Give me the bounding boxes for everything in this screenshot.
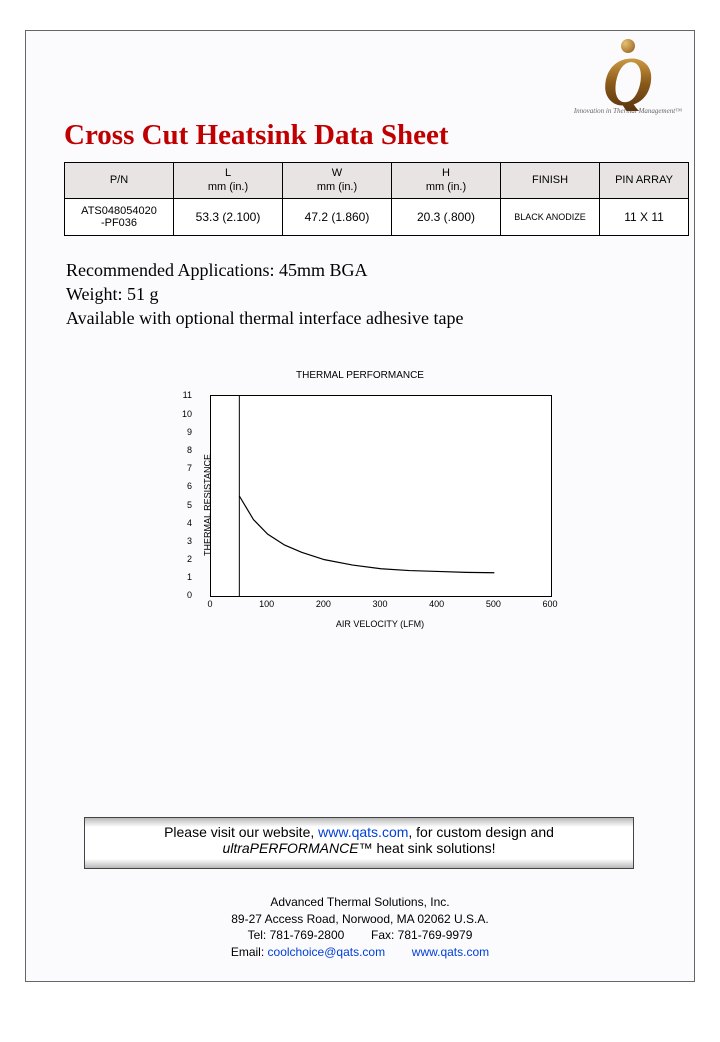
datasheet-page: Q Innovation in Thermal Management™ Cros… <box>25 30 695 982</box>
cell-L: 53.3 (2.100) <box>174 198 283 235</box>
footer: Advanced Thermal Solutions, Inc. 89-27 A… <box>26 894 694 961</box>
promo-text: heat sink solutions! <box>376 840 495 856</box>
cell-H: 20.3 (.800) <box>392 198 501 235</box>
chart-x-label: AIR VELOCITY (LFM) <box>210 619 550 629</box>
cell-pn: ATS048054020-PF036 <box>65 198 174 235</box>
cell-W: 47.2 (1.860) <box>283 198 392 235</box>
tape-line: Available with optional thermal interfac… <box>66 306 694 330</box>
header-L: Lmm (in.) <box>174 163 283 199</box>
promo-text: , for custom design and <box>408 824 554 840</box>
chart-plot-area <box>210 395 552 597</box>
company-logo: Q Innovation in Thermal Management™ <box>574 39 682 115</box>
promo-link[interactable]: www.qats.com <box>318 824 408 840</box>
thermal-chart: THERMAL PERFORMANCE THERMAL RESISTANCESU… <box>150 370 570 629</box>
chart-title: THERMAL PERFORMANCE <box>150 370 570 381</box>
cell-finish: BLACK ANODIZE <box>501 198 600 235</box>
applications-block: Recommended Applications: 45mm BGA Weigh… <box>66 258 694 331</box>
chart-svg <box>211 396 551 596</box>
footer-web-link[interactable]: www.qats.com <box>412 945 489 959</box>
header-pin: PIN ARRAY <box>600 163 689 199</box>
footer-phones: Tel: 781-769-2800 Fax: 781-769-9979 <box>26 927 694 944</box>
page-title: Cross Cut Heatsink Data Sheet <box>64 119 694 152</box>
table-header-row: P/N Lmm (in.) Wmm (in.) Hmm (in.) FINISH… <box>65 163 689 199</box>
promo-banner: Please visit our website, www.qats.com, … <box>84 817 634 869</box>
header-pn: P/N <box>65 163 174 199</box>
app-line: Recommended Applications: 45mm BGA <box>66 258 694 282</box>
table-row: ATS048054020-PF036 53.3 (2.100) 47.2 (1.… <box>65 198 689 235</box>
header-H: Hmm (in.) <box>392 163 501 199</box>
cell-pin: 11 X 11 <box>600 198 689 235</box>
footer-links: Email: coolchoice@qats.com www.qats.com <box>26 944 694 961</box>
footer-email-link[interactable]: coolchoice@qats.com <box>268 945 386 959</box>
header-W: Wmm (in.) <box>283 163 392 199</box>
promo-text: Please visit our website, <box>164 824 318 840</box>
footer-company: Advanced Thermal Solutions, Inc. <box>26 894 694 911</box>
header-finish: FINISH <box>501 163 600 199</box>
logo-q-icon: Q <box>574 55 682 111</box>
footer-address: 89-27 Access Road, Norwood, MA 02062 U.S… <box>26 911 694 928</box>
spec-table: P/N Lmm (in.) Wmm (in.) Hmm (in.) FINISH… <box>64 162 689 236</box>
promo-brand: ultraPERFORMANCE™ <box>222 840 372 856</box>
chart-curve <box>239 496 494 573</box>
weight-line: Weight: 51 g <box>66 282 694 306</box>
